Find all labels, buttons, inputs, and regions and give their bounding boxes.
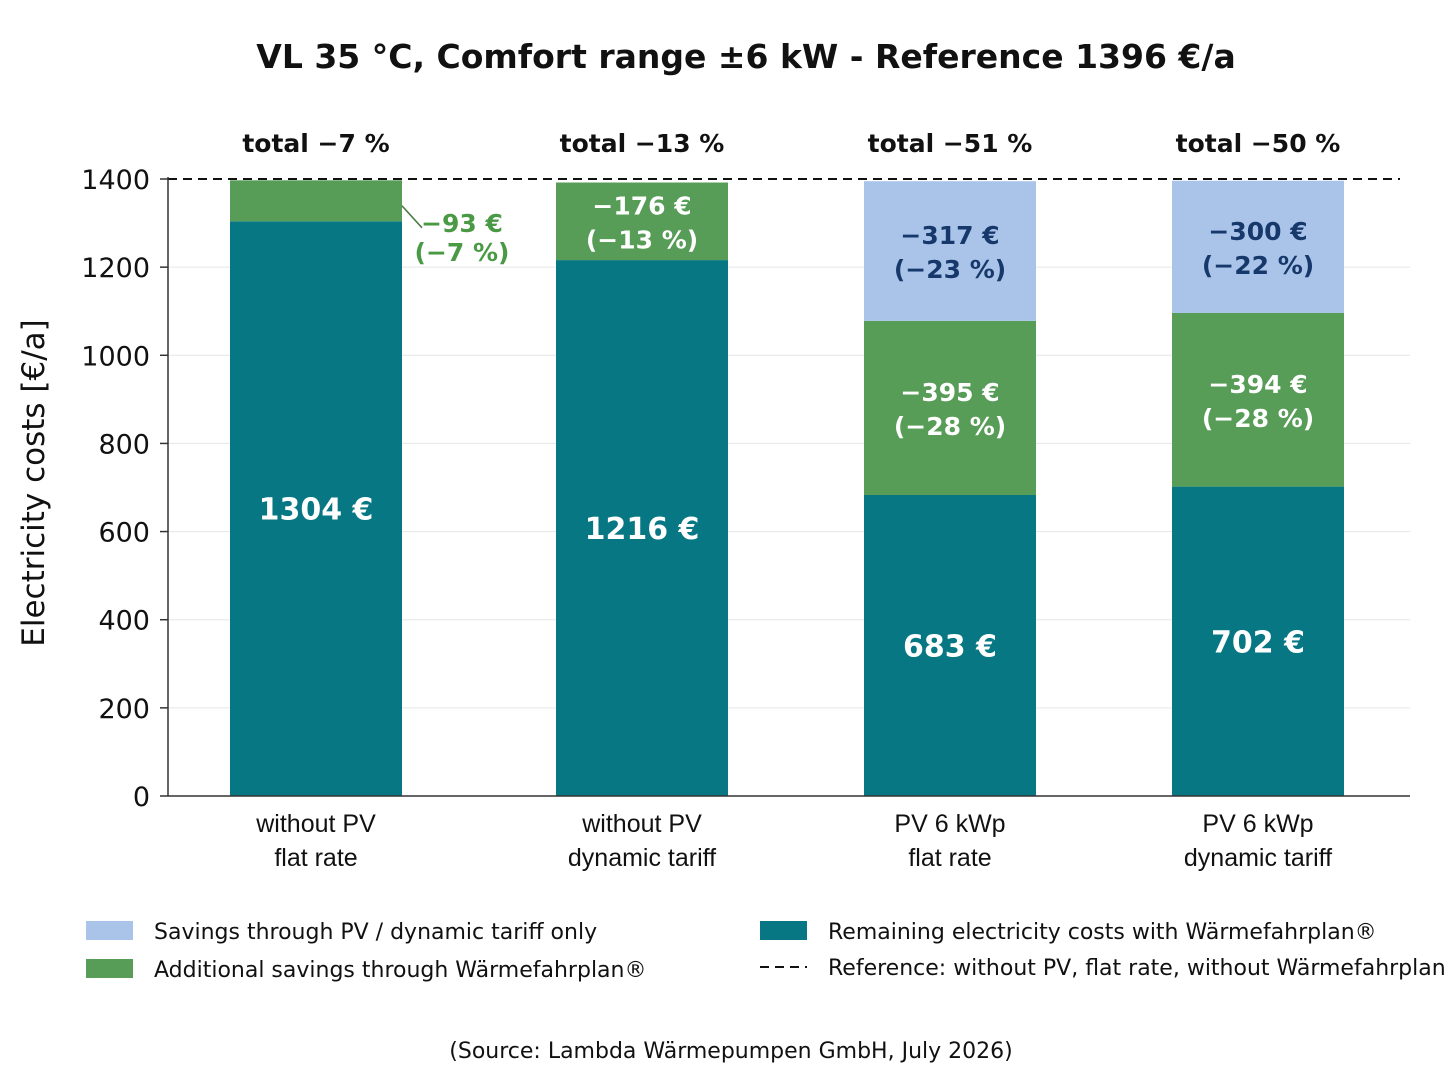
y-axis-label: Electricity costs [€/a] (16, 319, 52, 647)
x-tick-label: flat rate (274, 844, 357, 872)
y-tick-label: 200 (98, 694, 150, 725)
x-tick-label: dynamic tariff (568, 844, 716, 872)
y-tick-label: 1000 (81, 341, 150, 372)
x-tick-label: PV 6 kWp (894, 810, 1005, 838)
bar-total-label: total −7 % (242, 129, 389, 158)
bar-value-label: 702 € (1211, 625, 1305, 660)
bar-total-label: total −51 % (868, 129, 1033, 158)
y-tick-label: 1400 (81, 165, 150, 196)
bar-total-label: total −13 % (560, 129, 725, 158)
bar-segment (1172, 312, 1344, 487)
legend-swatch (86, 921, 133, 940)
leader-line (401, 205, 423, 229)
legend-swatch (86, 959, 133, 978)
chart-title: VL 35 °C, Comfort range ±6 kW - Referenc… (256, 37, 1235, 76)
x-tick-label: flat rate (908, 844, 991, 872)
segment-label: −394 € (1208, 370, 1307, 399)
y-tick-label: 1200 (81, 253, 150, 284)
bar-segment (864, 494, 1036, 796)
segment-label: −317 € (900, 221, 999, 250)
segment-label-pct: (−28 %) (1202, 404, 1314, 433)
bar-segment (1172, 486, 1344, 796)
bar-segment (864, 181, 1036, 321)
y-tick-label: 800 (98, 429, 150, 460)
bar-total-label: total −50 % (1176, 129, 1341, 158)
legend-label: Savings through PV / dynamic tariff only (154, 920, 597, 945)
bar-segment (864, 320, 1036, 495)
segment-label-pct: (−28 %) (894, 412, 1006, 441)
segment-label-pct: (−7 %) (415, 238, 510, 267)
bar-labels: 1304 € −93 €(−7 %) total −7 % 1216 € −176 € (… (242, 129, 1340, 664)
bar-segment (556, 182, 728, 261)
y-tick-label: 600 (98, 518, 150, 549)
bar-segment (230, 221, 402, 796)
segment-label: −93 € (421, 209, 503, 238)
segment-label-pct: (−23 %) (894, 255, 1006, 284)
x-tick-label: without PV (255, 810, 376, 838)
segment-label-pct: (−22 %) (1202, 251, 1314, 280)
segment-label-pct: (−13 %) (586, 225, 698, 254)
bar-segment (230, 180, 402, 222)
y-tick-label: 400 (98, 606, 150, 637)
segment-label: −176 € (592, 191, 691, 220)
legend-swatch (760, 921, 807, 940)
bar-value-label: 683 € (903, 629, 997, 664)
segment-label: −300 € (1208, 217, 1307, 246)
bar-segment (1172, 180, 1344, 313)
bars (230, 180, 1344, 796)
legend: Savings through PV / dynamic tariff only… (86, 920, 1448, 983)
y-tick-label: 0 (133, 782, 150, 813)
bar-segment (556, 260, 728, 796)
bar-value-label: 1304 € (259, 493, 374, 528)
axes: 0 200 400 600 800 1000 1200 1400 without PV flat … (81, 165, 1410, 872)
x-tick-label: PV 6 kWp (1202, 810, 1313, 838)
legend-label: Remaining electricity costs with Wärmefa… (828, 920, 1377, 945)
x-tick-label: dynamic tariff (1184, 844, 1332, 872)
source-note: (Source: Lambda Wärmepumpen GmbH, July 2… (449, 1039, 1012, 1064)
legend-label: Additional savings through Wärmefahrplan… (154, 958, 646, 983)
bar-value-label: 1216 € (585, 512, 700, 547)
segment-label: −395 € (900, 378, 999, 407)
x-tick-label: without PV (581, 810, 702, 838)
legend-label: Reference: without PV, flat rate, withou… (828, 956, 1448, 981)
